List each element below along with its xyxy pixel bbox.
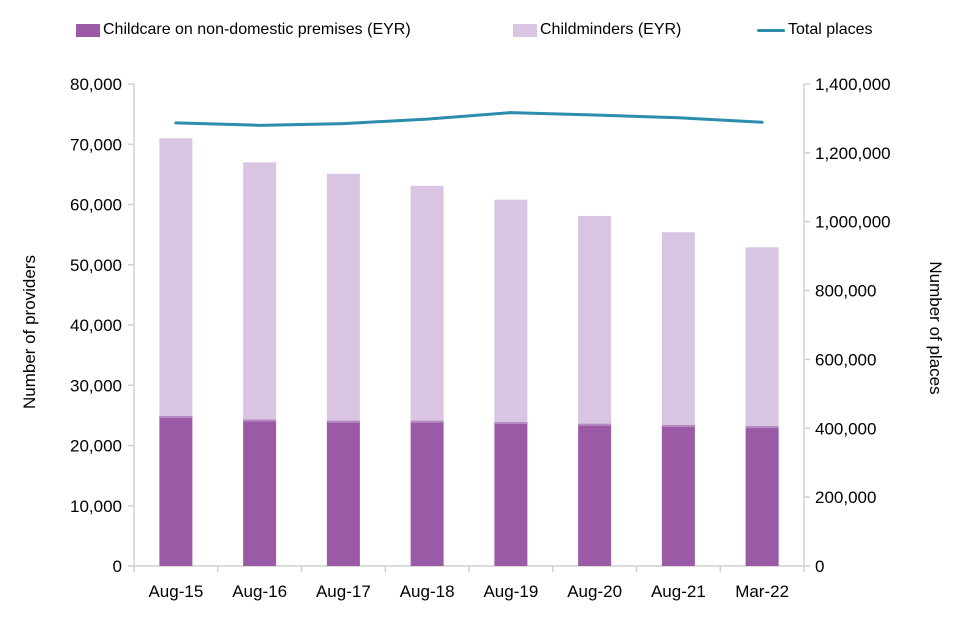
bar-segment-childminders — [410, 185, 444, 421]
legend-item-nondomestic: Childcare on non-domestic premises (EYR) — [76, 21, 411, 39]
bar-segment-nondomestic — [494, 422, 528, 566]
legend-item-total-places: Total places — [757, 21, 873, 39]
left-axis-tick-label: 60,000 — [70, 196, 122, 215]
left-axis-tick-label: 0 — [113, 557, 122, 576]
bar-segment-nondomestic — [578, 423, 612, 566]
bar-segment-edge — [326, 420, 360, 423]
x-axis-category-label: Aug-18 — [400, 582, 455, 601]
bar-segment-childminders — [661, 232, 695, 426]
left-axis-tick-label: 40,000 — [70, 316, 122, 335]
bar-segment-nondomestic — [326, 420, 360, 566]
right-axis-tick-label: 400,000 — [815, 419, 876, 438]
bar-segment-nondomestic — [410, 420, 444, 566]
left-axis-tick-label: 20,000 — [70, 437, 122, 456]
x-axis-category-label: Aug-16 — [232, 582, 287, 601]
total-places-line — [174, 111, 764, 127]
bar-segment-edge — [494, 422, 528, 425]
bar-segment-edge — [159, 415, 193, 418]
legend-swatch-nondomestic — [76, 23, 100, 37]
legend-swatch-total-places-line — [757, 28, 785, 32]
x-axis-category-label: Aug-17 — [316, 582, 371, 601]
legend-label-childminders: Childminders (EYR) — [540, 21, 682, 38]
bar-segment-nondomestic — [661, 425, 695, 566]
legend-item-childminders: Childminders (EYR) — [513, 21, 681, 39]
bar-segment-childminders — [326, 173, 360, 421]
bar-segment-edge — [243, 419, 277, 422]
x-axis-category-label: Aug-19 — [483, 582, 538, 601]
legend-label-total-places: Total places — [788, 21, 873, 38]
right-axis-tick-label: 1,200,000 — [815, 144, 891, 163]
x-axis-category-label: Aug-15 — [148, 582, 203, 601]
bar-segment-childminders — [578, 215, 612, 424]
legend-label-nondomestic: Childcare on non-domestic premises (EYR) — [103, 21, 411, 38]
bar-segment-nondomestic — [243, 419, 277, 566]
left-axis-tick-label: 10,000 — [70, 497, 122, 516]
right-axis-tick-label: 1,400,000 — [815, 75, 891, 94]
x-axis-category-label: Aug-21 — [651, 582, 706, 601]
bar-segment-childminders — [159, 138, 193, 416]
bar-segment-childminders — [243, 162, 277, 420]
right-axis-tick-label: 600,000 — [815, 350, 876, 369]
bar-segment-childminders — [494, 199, 528, 423]
bar-segment-nondomestic — [159, 415, 193, 566]
bar-segment-childminders — [745, 247, 779, 427]
bar-segment-edge — [578, 423, 612, 426]
left-axis-tick-label: 70,000 — [70, 135, 122, 154]
right-axis-tick-label: 1,000,000 — [815, 213, 891, 232]
left-axis-tick-label: 50,000 — [70, 256, 122, 275]
right-axis-tick-label: 800,000 — [815, 282, 876, 301]
bar-segment-edge — [661, 425, 695, 428]
bar-segment-edge — [410, 420, 444, 423]
left-axis-tick-label: 80,000 — [70, 75, 122, 94]
bar-segment-nondomestic — [745, 426, 779, 566]
x-axis-category-label: Mar-22 — [735, 582, 789, 601]
legend-swatch-childminders — [513, 23, 537, 37]
bar-segment-edge — [745, 426, 779, 429]
right-axis-tick-label: 200,000 — [815, 488, 876, 507]
right-axis-tick-label: 0 — [815, 557, 824, 576]
x-axis-category-label: Aug-20 — [567, 582, 622, 601]
left-axis-tick-label: 30,000 — [70, 376, 122, 395]
